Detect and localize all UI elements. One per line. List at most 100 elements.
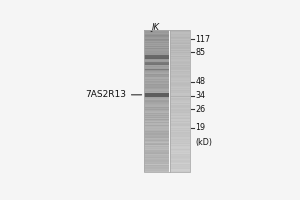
Bar [170,139,190,140]
Bar [145,171,169,172]
Bar [170,42,190,43]
Bar [145,86,169,87]
Bar [170,134,190,135]
Bar [145,76,169,77]
Bar [170,110,190,111]
Bar [170,99,190,100]
Bar [145,127,169,128]
Bar [145,32,169,33]
Bar [170,165,190,166]
Bar [170,137,190,138]
Bar [145,80,169,81]
Bar [170,49,190,50]
Bar [170,130,190,131]
Bar [145,105,169,106]
Bar [170,143,190,144]
Bar [170,81,190,82]
Bar [145,103,169,104]
Bar [145,144,169,145]
Bar [170,147,190,148]
Bar [170,96,190,97]
Bar [170,114,190,115]
Bar [145,93,169,97]
Bar [170,102,190,103]
Bar [170,106,190,107]
Bar [170,120,190,121]
Bar [170,30,190,31]
Bar [145,149,169,150]
Bar [170,133,190,134]
Bar [170,138,190,139]
Bar [170,145,190,146]
Bar [145,114,169,115]
Bar [145,148,169,149]
Bar [170,58,190,59]
Bar [145,99,169,100]
Bar [145,141,169,142]
Bar [145,108,169,109]
Bar [145,64,169,65]
Bar [145,72,169,73]
Bar [170,36,190,37]
Bar [170,84,190,85]
Bar [145,135,169,136]
Bar [170,149,190,150]
Bar [145,152,169,153]
Bar [145,147,169,148]
Bar [145,51,169,52]
Bar [145,42,169,43]
Bar [145,125,169,126]
Bar [170,164,190,165]
Bar [145,145,169,146]
Bar [145,73,169,74]
Bar [145,89,169,90]
Text: 19: 19 [196,123,206,132]
Bar [145,67,169,68]
Bar [170,62,190,63]
Bar [170,40,190,41]
Bar [170,100,190,101]
Bar [170,64,190,65]
Bar [145,159,169,160]
Bar [145,37,169,38]
Bar [145,81,169,82]
Bar [170,31,190,32]
Bar [170,54,190,55]
Bar [145,30,169,172]
Bar [145,121,169,122]
Bar [170,159,190,160]
Bar [145,30,169,31]
Bar [145,170,169,171]
Bar [145,44,169,45]
Bar [145,112,169,113]
Bar [145,133,169,134]
Bar [145,137,169,138]
Bar [170,146,190,147]
Bar [170,67,190,68]
Bar [170,128,190,129]
Bar [170,60,190,61]
Bar [170,113,190,114]
Bar [170,122,190,123]
Bar [145,60,169,61]
Bar [170,50,190,51]
Bar [145,134,169,135]
Bar [170,79,190,80]
Bar [170,129,190,130]
Bar [170,73,190,74]
Bar [170,103,190,104]
Bar [145,166,169,167]
Bar [170,156,190,157]
Text: 7AS2R13: 7AS2R13 [85,90,142,99]
Bar [145,31,169,32]
Bar [145,119,169,120]
Bar [170,111,190,112]
Bar [145,55,169,59]
Bar [145,161,169,162]
Bar [145,39,169,40]
Text: 34: 34 [196,91,206,100]
Bar [170,171,190,172]
Bar [145,52,169,53]
Bar [145,163,169,164]
Bar [170,121,190,122]
